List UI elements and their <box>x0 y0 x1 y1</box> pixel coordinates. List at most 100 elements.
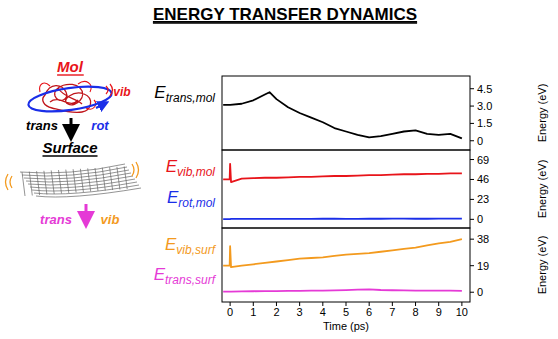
label-underline <box>42 155 97 156</box>
y-tick-label: 1.5 <box>477 117 492 129</box>
y-tick <box>470 179 474 180</box>
title: ENERGY TRANSFER DYNAMICS <box>153 5 417 24</box>
surface-mesh <box>66 170 69 193</box>
label-underline <box>57 74 84 75</box>
surface-mesh <box>22 172 25 196</box>
y-tick-label: 0 <box>477 213 483 225</box>
surface-mesh <box>20 164 125 173</box>
series-label: Etrans,mol <box>154 83 215 105</box>
y-tick-label: 38 <box>477 233 489 245</box>
y-tick <box>470 88 474 89</box>
vib-waves <box>106 84 113 96</box>
rotation-ellipse <box>27 82 113 115</box>
y-tick-label: 19 <box>477 260 489 272</box>
panel: 0234669Energy (eV)Evib,molErot,mol <box>166 150 548 228</box>
y-tick <box>470 140 474 141</box>
series-line <box>223 164 462 182</box>
x-tick-label: 6 <box>366 306 372 318</box>
x-tick-label: 10 <box>456 306 468 318</box>
trans-arrow <box>70 118 73 133</box>
series-line <box>223 239 462 267</box>
diagram-label: rot <box>91 118 109 133</box>
series-line <box>223 218 462 220</box>
diagram-label: trans <box>40 212 72 227</box>
y-tick-label: 3.0 <box>477 100 492 112</box>
diagram-label: vib <box>101 212 120 227</box>
diagram-label: Surface <box>42 139 97 156</box>
surface-trans-arrow <box>85 204 88 220</box>
series-label: Evib,surf <box>165 235 217 257</box>
y-axis-title: Energy (eV) <box>536 160 548 219</box>
y-tick <box>470 265 474 266</box>
series-label-main: E <box>165 235 177 254</box>
x-tick-label: 1 <box>250 306 256 318</box>
x-axis-title: Time (ps) <box>323 320 369 332</box>
y-tick <box>470 123 474 124</box>
x-tick-label: 7 <box>389 306 395 318</box>
surface-mesh <box>124 166 127 189</box>
surface-mesh <box>32 182 137 191</box>
plot-frame <box>222 76 470 150</box>
series-label-sub: trans,mol <box>166 91 216 105</box>
surface-mesh <box>28 176 133 185</box>
surface-mesh <box>51 170 54 194</box>
surface-mesh <box>110 167 113 190</box>
x-tick-label: 5 <box>343 306 349 318</box>
surface-mesh <box>26 173 131 182</box>
rotation-arrow <box>96 104 104 108</box>
series-label-sub: vib,mol <box>177 165 215 179</box>
surface-mesh <box>117 167 120 190</box>
plot-lines <box>223 164 462 219</box>
y-tick <box>470 292 474 293</box>
diagram-label: trans <box>26 118 58 133</box>
surface-mesh <box>59 170 62 194</box>
surface-mesh <box>95 168 98 191</box>
surface-mesh <box>24 170 129 179</box>
y-tick-label: 69 <box>477 154 489 166</box>
series-label: Evib,mol <box>166 157 216 179</box>
series-label-sub: rot,mol <box>178 196 215 210</box>
series-label: Etrans,surf <box>154 265 217 287</box>
x-tick-label: 0 <box>227 306 233 318</box>
plot-lines <box>223 92 462 138</box>
title-underline <box>153 22 417 24</box>
surface-mesh <box>29 172 32 196</box>
surface-mesh <box>80 169 83 192</box>
diagram-label: vib <box>113 85 130 99</box>
y-tick <box>470 219 474 220</box>
series-label-sub: vib,surf <box>176 243 216 257</box>
surface-mesh <box>36 188 141 197</box>
x-tick-label: 3 <box>297 306 303 318</box>
plot-lines <box>223 239 462 291</box>
surface-mesh <box>22 167 127 176</box>
y-tick <box>470 199 474 200</box>
series-line <box>223 92 462 138</box>
surface-mesh <box>44 171 47 195</box>
surface-vib-waves <box>6 162 139 190</box>
series-label-sub: trans,surf <box>165 273 217 287</box>
y-tick-label: 23 <box>477 193 489 205</box>
y-axis-title: Energy (eV) <box>536 84 548 143</box>
surface-mesh <box>102 168 105 191</box>
x-tick-label: 4 <box>320 306 326 318</box>
series-label: Erot,mol <box>167 188 215 210</box>
surface-mesh <box>73 169 76 192</box>
series-label-main: E <box>166 157 178 176</box>
y-tick <box>470 159 474 160</box>
surface-mesh <box>88 168 91 191</box>
surface-mesh <box>34 185 139 194</box>
y-tick-label: 0 <box>477 135 483 147</box>
y-axis-title: Energy (eV) <box>536 236 548 295</box>
series-label-main: E <box>154 83 166 102</box>
y-tick <box>470 106 474 107</box>
y-tick-label: 46 <box>477 173 489 185</box>
x-tick-label: 9 <box>436 306 442 318</box>
x-tick-label: 8 <box>412 306 418 318</box>
y-tick <box>470 239 474 240</box>
panel: 01938Energy (eV)012345678910Time (ps)Evi… <box>154 228 548 332</box>
series-line <box>223 289 462 291</box>
series-label-main: E <box>167 188 179 207</box>
series-label-main: E <box>154 265 166 284</box>
x-tick-label: 2 <box>273 306 279 318</box>
plot-frame <box>222 150 470 228</box>
